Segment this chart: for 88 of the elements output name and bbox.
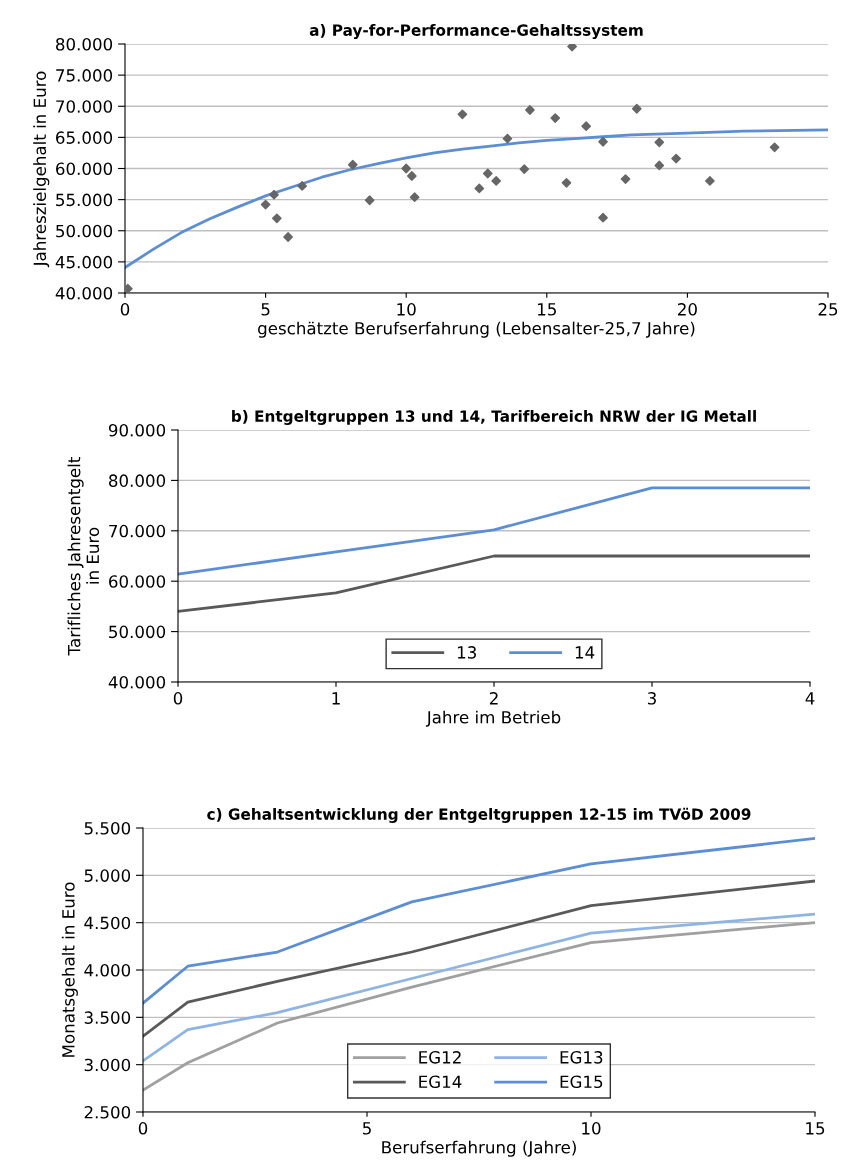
y-tick-label: 70.000 (56, 100, 113, 113)
x-tick-label: 2 (489, 692, 498, 705)
y-tick-label: 5.500 (84, 821, 131, 835)
y-tick-label: 55.000 (56, 193, 113, 207)
y-tick-label: 3.500 (84, 1011, 131, 1024)
point (482, 168, 493, 179)
x-tick-label: 0 (173, 692, 183, 705)
point (491, 176, 502, 186)
point (364, 195, 375, 206)
x-tick-label: 5 (362, 1122, 371, 1135)
point (654, 137, 665, 148)
y-tick-label: 75.000 (56, 69, 113, 82)
point (769, 142, 780, 153)
y-tick-label: 45.000 (55, 255, 113, 269)
y-axis-title: Jahreszielgehalt in Euro (33, 71, 50, 268)
y-tick-label: 4.500 (84, 916, 131, 930)
line-series (143, 912, 815, 1063)
x-tick-label: 10 (397, 303, 416, 316)
x-tick-label: 5 (261, 303, 270, 316)
y-tick-label: 90.000 (108, 423, 166, 437)
y-tick-label: 60.000 (109, 575, 166, 588)
x-tick-label: 3 (647, 692, 656, 705)
y-tick-label: 40.000 (55, 286, 113, 300)
point (631, 103, 642, 114)
line-series (178, 486, 810, 576)
point (409, 192, 420, 202)
x-tick-label: 0 (120, 303, 130, 316)
line-series (125, 128, 828, 269)
point (581, 121, 592, 132)
x-tick-label: 4 (805, 692, 815, 705)
y-tick-label: 65.000 (56, 131, 113, 144)
x-tick-label: 20 (678, 303, 697, 316)
line-series (143, 879, 815, 1038)
x-axis-title: Berufserfahrung (Jahre) (382, 1140, 576, 1157)
point (401, 163, 412, 174)
legend-label: EG12 (419, 1051, 461, 1064)
x-axis-title: geschätzte Berufserfahrung (Lebensalter-25,7 Jahre) (258, 321, 695, 338)
line-series (143, 921, 815, 1092)
point (525, 105, 535, 115)
point (561, 177, 572, 188)
line-series (143, 837, 815, 1005)
chart-title: b) Entgeltgruppen 13 und 14, Tarifbereich NRW der IG Metall (232, 410, 756, 425)
point (598, 136, 608, 147)
point (654, 160, 665, 171)
point (260, 199, 271, 210)
y-axis-title: Monatsgehalt in Euro (61, 882, 78, 1057)
point (519, 164, 530, 174)
y-tick-label: 40.000 (108, 675, 166, 689)
x-tick-label: 1 (332, 692, 340, 705)
point (283, 232, 293, 242)
y-tick-label: 50.000 (109, 625, 166, 639)
y-tick-label: 3.000 (84, 1058, 131, 1072)
legend-label: EG14 (419, 1075, 462, 1089)
y-axis-title: Tarifliches Jahresentgelt in Euro (67, 457, 100, 656)
y-tick-label: 2.500 (84, 1105, 131, 1119)
x-tick-label: 10 (582, 1122, 601, 1135)
point (671, 153, 682, 164)
point (271, 213, 282, 224)
y-tick-label: 80.000 (109, 474, 166, 487)
point (474, 183, 485, 194)
point (598, 212, 608, 223)
chart-title: a) Pay-for-Performance-Gehaltssystem (309, 24, 643, 39)
point (567, 44, 577, 52)
point (550, 113, 561, 123)
point (406, 171, 417, 181)
y-tick-label: 5.000 (84, 869, 131, 882)
point (620, 174, 631, 184)
point (297, 181, 308, 191)
y-tick-label: 70.000 (109, 524, 166, 538)
x-tick-label: 25 (818, 303, 838, 316)
y-tick-label: 80.000 (56, 37, 113, 51)
x-tick-label: 15 (538, 303, 556, 316)
point (705, 176, 715, 186)
legend-label: 14 (575, 646, 595, 659)
point (347, 159, 358, 170)
legend-label: EG15 (560, 1075, 603, 1089)
y-tick-label: 60.000 (56, 162, 113, 176)
point (269, 189, 279, 200)
y-tick-label: 50.000 (56, 224, 113, 238)
legend-label: EG13 (560, 1051, 603, 1064)
x-tick-label: 0 (138, 1122, 148, 1135)
x-axis-title: Jahre im Betrieb (425, 710, 561, 727)
point (457, 109, 468, 120)
chart-title: c) Gehaltsentwicklung der Entgeltgruppen 12-15 im TVöD 2009 (207, 807, 751, 823)
legend-label: 13 (457, 646, 476, 659)
y-tick-label: 4.000 (84, 963, 131, 977)
x-tick-label: 15 (806, 1122, 825, 1135)
point (502, 133, 513, 144)
